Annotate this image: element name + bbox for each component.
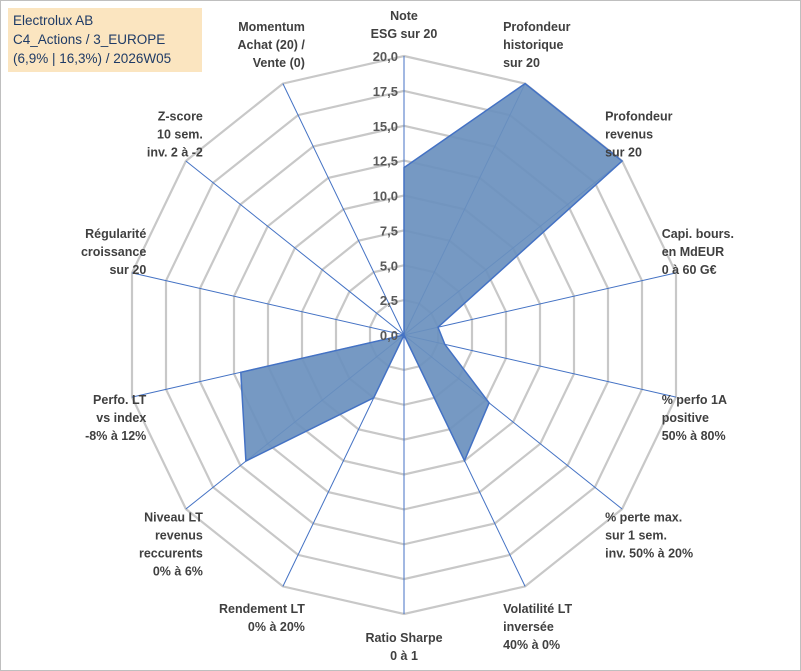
category-label-line: Ratio Sharpe (365, 631, 442, 645)
category-label-line: Capi. bours. (662, 227, 734, 241)
category-label-line: sur 1 sem. (605, 529, 667, 543)
category-label-line: croissance (81, 245, 146, 259)
category-label-7: Ratio Sharpe 0 à 1 (365, 631, 442, 663)
category-label-9: Niveau LT revenus reccurents 0% à 6% (139, 511, 203, 579)
tick-label: 0,0 (380, 328, 398, 343)
category-label-line: historique (503, 38, 563, 52)
category-label-line: reccurents (139, 547, 203, 561)
tick-label: 20,0 (373, 49, 398, 64)
radar-series (240, 82, 624, 463)
axis-spoke (403, 334, 677, 398)
category-label-line: ESG sur 20 (371, 27, 438, 41)
tick-label: 7,5 (380, 223, 398, 238)
category-label-line: % perfo 1A (662, 393, 727, 407)
category-label-line: Niveau LT (144, 511, 203, 525)
category-label-line: Régularité (85, 227, 146, 241)
category-label-line: Note (390, 9, 418, 23)
category-label-line: inv. 50% à 20% (605, 547, 693, 561)
category-label-12: Z-score 10 sem. inv. 2 à -2 (147, 109, 203, 159)
category-labels: Note ESG sur 20 Profondeur historique sur 20… (81, 9, 734, 663)
category-label-line: vs index (96, 411, 146, 425)
category-label-line: 0% à 6% (153, 565, 203, 579)
category-label-5: % perte max. sur 1 sem. inv. 50% à 20% (605, 511, 693, 561)
category-label-line: Achat (20) / (238, 38, 306, 52)
category-label-8: Rendement LT 0% à 20% (219, 602, 305, 634)
category-label-line: 10 sem. (157, 127, 203, 141)
category-label-line: revenus (155, 529, 203, 543)
axis-spoke (131, 272, 405, 336)
tick-label: 5,0 (380, 258, 398, 273)
category-label-line: 50% à 80% (662, 429, 726, 443)
category-label-line: Profondeur (503, 20, 570, 34)
category-label-line: Profondeur (605, 109, 672, 123)
category-label-1: Profondeur historique sur 20 (503, 20, 570, 70)
category-label-line: Vente (0) (253, 56, 305, 70)
company-name: Electrolux AB (13, 13, 94, 28)
stats-period: (6,9% | 16,3%) / 2026W05 (13, 51, 172, 66)
category-label-line: inv. 2 à -2 (147, 145, 203, 159)
category-label-line: 40% à 0% (503, 638, 560, 652)
category-label-line: sur 20 (605, 145, 642, 159)
category-label-line: Volatilité LT (503, 602, 572, 616)
category-label-line: -8% à 12% (85, 429, 146, 443)
tick-label: 2,5 (380, 293, 398, 308)
category-label-0: Note ESG sur 20 (371, 9, 438, 41)
category-label-2: Profondeur revenus sur 20 (605, 109, 672, 159)
category-label-13: Momentum Achat (20) / Vente (0) (238, 20, 306, 70)
category-label-line: % perte max. (605, 511, 682, 525)
axis-spoke (185, 160, 405, 336)
chart-title-box: Electrolux AB C4_Actions / 3_EUROPE (6,9… (8, 8, 202, 72)
tick-label: 17,5 (373, 84, 398, 99)
category-label-10: Perfo. LT vs index -8% à 12% (85, 393, 147, 443)
category-path: C4_Actions / 3_EUROPE (13, 32, 166, 47)
tick-label: 10,0 (373, 189, 398, 204)
category-label-4: % perfo 1A positive 50% à 80% (662, 393, 727, 443)
category-label-line: inversée (503, 620, 554, 634)
category-label-line: Rendement LT (219, 602, 305, 616)
category-label-3: Capi. bours. en MdEUR 0 à 60 G€ (662, 227, 734, 277)
category-label-line: Momentum (238, 20, 305, 34)
category-label-line: positive (662, 411, 709, 425)
tick-label: 12,5 (373, 154, 398, 169)
radial-tick-labels: 0,0 2,5 5,0 7,5 10,0 12,5 15,0 17,5 20,0 (373, 49, 398, 343)
category-label-line: sur 20 (503, 56, 540, 70)
category-label-line: Z-score (158, 109, 203, 123)
tick-label: 15,0 (373, 119, 398, 134)
axis-spoke (282, 83, 405, 336)
axis-spoke (403, 272, 677, 336)
category-label-6: Volatilité LT inversée 40% à 0% (503, 602, 572, 652)
category-label-line: 0 à 1 (390, 649, 418, 663)
category-label-line: en MdEUR (662, 245, 725, 259)
category-label-line: 0 à 60 G€ (662, 263, 717, 277)
category-label-11: Régularité croissance sur 20 (81, 227, 146, 277)
category-label-line: 0% à 20% (248, 620, 305, 634)
category-label-line: revenus (605, 127, 653, 141)
series-area (240, 82, 624, 463)
category-label-line: Perfo. LT (93, 393, 147, 407)
category-label-line: sur 20 (109, 263, 146, 277)
